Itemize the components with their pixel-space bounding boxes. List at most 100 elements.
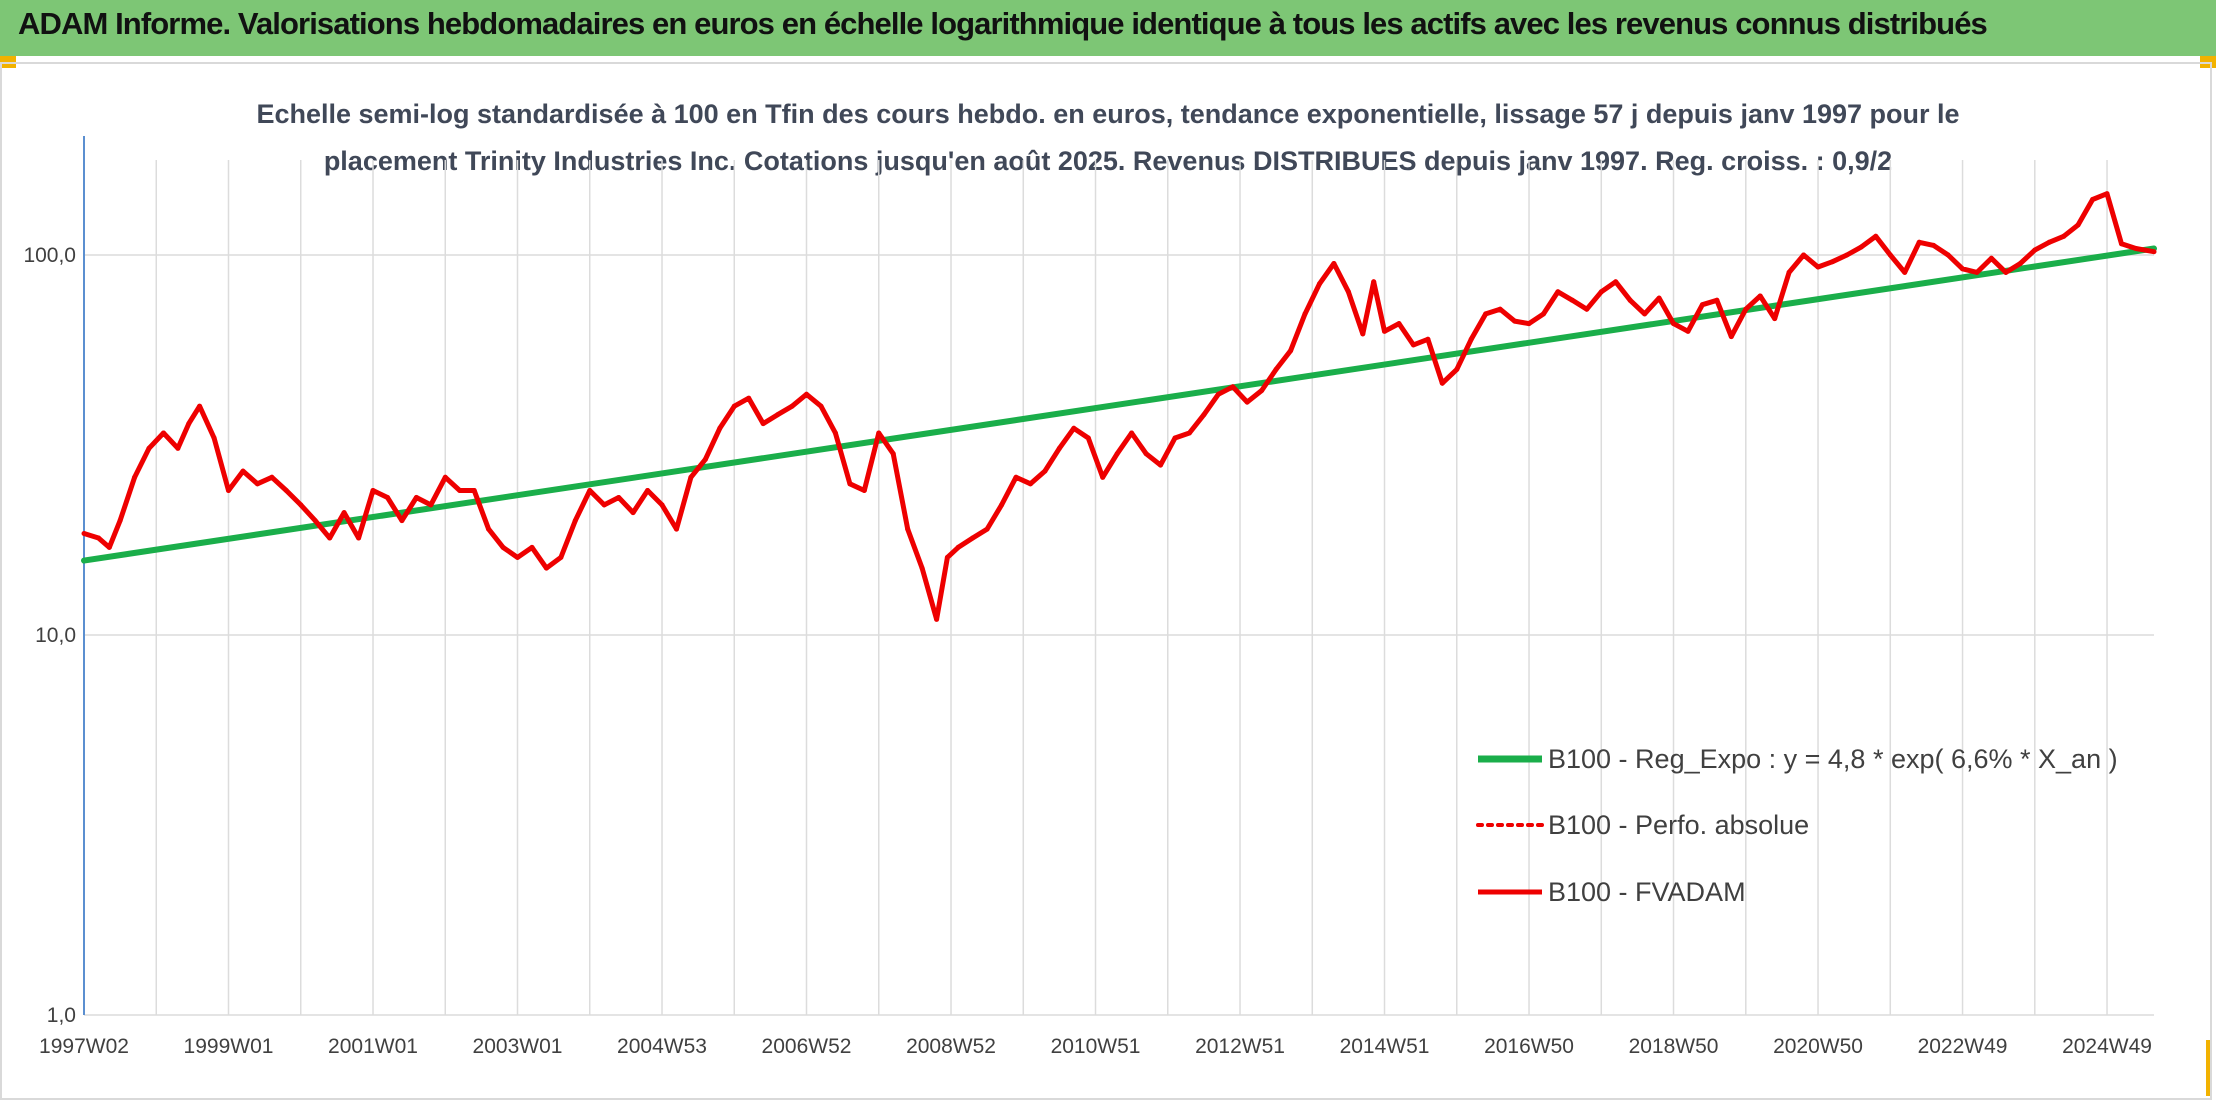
fvadam-data-point [1945,252,1951,258]
fvadam-data-point [876,430,882,436]
fvadam-data-point [1288,348,1294,354]
fvadam-data-point [543,565,549,571]
fvadam-data-point [970,535,976,541]
fvadam-data-point [1772,316,1778,322]
fvadam-data-point [1569,297,1575,303]
fvadam-data-point [117,518,123,524]
fvadam-data-point [1158,462,1163,468]
fvadam-data-point [1743,306,1749,312]
fvadam-data-point [674,526,679,532]
fvadam-data-point [341,510,347,516]
fvadam-data-point [944,554,950,560]
fvadam-data-point [1454,366,1460,372]
fvadam-data-point [1671,321,1676,327]
fvadam-data-point [572,518,578,524]
chart-svg: Echelle semi-log standardisée à 100 en T… [23,99,2157,1058]
fvadam-data-point [486,526,492,532]
fvadam-data-point [955,544,961,550]
fvadam-data-point [132,474,138,480]
fvadam-data-point [1244,399,1250,405]
fvadam-data-point [298,502,304,508]
fvadam-data-point [688,474,694,480]
fvadam-data-point [760,421,766,427]
x-tick-label: 1997W02 [39,1035,129,1058]
fvadam-data-point [1230,384,1236,390]
header-banner: ADAM Informe. Valorisations hebdomadaire… [0,0,2216,56]
y-tick-label: 1,0 [47,1004,76,1027]
fvadam-data-point [2017,261,2023,266]
x-tick-label: 2018W50 [1629,1035,1719,1058]
fvadam-data-point [1085,435,1091,441]
fvadam-data-point [1815,264,1821,270]
fvadam-data-point [1100,474,1106,480]
y-axis-ticks: 100,0 10,0 1,0 [23,244,76,1027]
fvadam-data-point [2032,247,2038,253]
fvadam-data-point [1627,297,1633,303]
fvadam-data-point [1786,269,1792,275]
fvadam-data-point [1844,252,1850,258]
plot-area [81,136,2157,1015]
fvadam-data-point [1873,233,1879,239]
fvadam-data-point [616,495,622,500]
fvadam-data-point [1143,451,1149,457]
fvadam-data-point [1028,481,1033,487]
fvadam-data-point [847,481,853,487]
x-tick-label: 2012W51 [1195,1035,1285,1058]
fvadam-data-point [1114,451,1120,457]
fvadam-data-point [905,526,911,532]
fvadam-data-point [1526,321,1532,327]
fvadam-data-point [2133,246,2139,251]
fvadam-data-point [1902,269,1908,275]
fvadam-data-point [1410,342,1416,348]
fvadam-data-point [999,502,1005,508]
fvadam-data-point [96,535,101,541]
fvadam-data-point [471,488,477,493]
fvadam-data-point [1425,336,1431,342]
fvadam-data-point [1172,435,1178,441]
legend-label-2: B100 - FVADAM [1548,877,1746,907]
fvadam-data-point [327,535,333,541]
fvadam-data-point [1317,281,1322,287]
fvadam-data-point [1960,266,1965,272]
fvadam-data-point [81,531,87,536]
fvadam-data-point [659,502,665,508]
fvadam-data-point [399,518,405,524]
fvadam-data-point [1273,366,1279,372]
fvadam-data-point [413,495,419,500]
fvadam-data-point [1555,289,1561,295]
fvadam-data-point [1331,261,1337,266]
fvadam-data-point [312,518,318,524]
fvadam-data-point [146,445,152,451]
fvadam-data-point [1757,293,1763,299]
corner-marker-bottom-right [2206,1040,2212,1096]
fvadam-data-point [1613,279,1619,285]
legend-label-1: B100 - Perfo. absolue [1548,810,1809,840]
fvadam-data-point [515,554,520,560]
fvadam-data-point [934,616,940,622]
fvadam-data-point [1345,289,1351,295]
fvadam-data-point [2119,241,2124,247]
fvadam-data-point [1584,306,1590,312]
fvadam-data-point [1201,412,1207,418]
fvadam-data-point [1916,239,1922,245]
fvadam-data-point [1186,430,1192,436]
fvadam-data-point [1215,391,1221,397]
fvadam-data-point [1598,289,1604,295]
x-tick-label: 2010W51 [1051,1035,1141,1058]
fvadam-data-point [1071,425,1077,431]
fvadam-data-point [269,474,275,480]
fvadam-data-point [240,468,246,474]
fvadam-data-point [2061,233,2067,239]
x-tick-label: 2014W51 [1340,1035,1430,1058]
fvadam-data-point [775,412,781,418]
x-tick-label: 2003W01 [473,1035,563,1058]
chart-frame: Echelle semi-log standardisée à 100 en T… [0,62,2212,1100]
fvadam-data-point [370,488,376,493]
fvadam-data-point [211,435,217,441]
fvadam-data-point [161,430,166,436]
x-axis-ticks: 1997W02 1999W01 2001W01 2003W01 2004W53 2006W… [39,1035,2152,1058]
x-tick-label: 2008W52 [906,1035,996,1058]
fvadam-data-point [1056,445,1062,451]
fvadam-data-point [558,554,564,560]
fvadam-data-point [2151,249,2157,255]
